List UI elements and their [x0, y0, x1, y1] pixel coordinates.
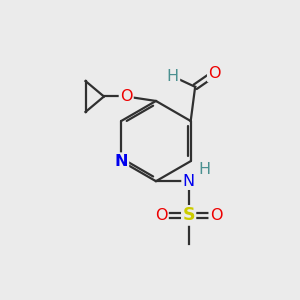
Text: S: S	[182, 206, 195, 224]
Text: O: O	[208, 66, 221, 81]
Text: H: H	[198, 162, 210, 177]
Text: O: O	[120, 89, 133, 104]
Text: N: N	[114, 154, 128, 169]
Text: H: H	[167, 69, 179, 84]
Text: O: O	[155, 208, 167, 223]
Text: N: N	[183, 174, 195, 189]
Text: O: O	[210, 208, 222, 223]
